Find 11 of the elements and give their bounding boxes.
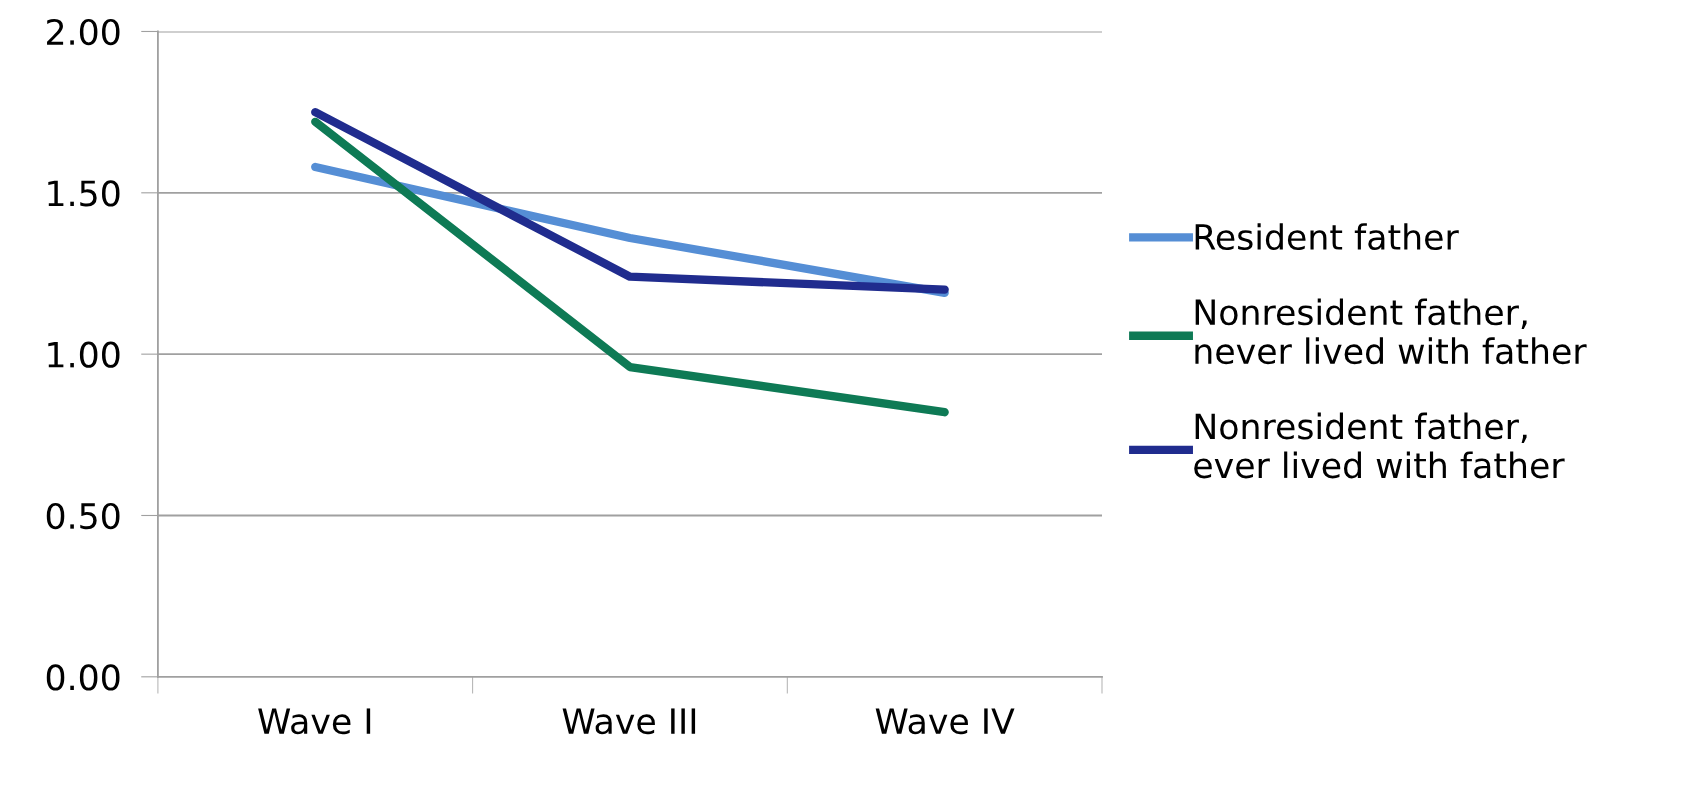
y-tick-label: 1.00 [48, 341, 120, 368]
legend-label: Resident father [1195, 223, 1459, 251]
x-tick-label: Wave I [258, 708, 371, 735]
legend-label: Nonresident father, ever lived with father [1194, 412, 1565, 479]
y-tick-label: 1.50 [48, 180, 120, 207]
x-tick-label: Wave III [562, 708, 696, 735]
y-tick-label: 0.00 [46, 664, 120, 691]
y-tick-label: 2.00 [47, 18, 120, 46]
legend-label: Nonresident father, never lived with father [1195, 298, 1587, 365]
y-tick-label: 0.50 [46, 502, 120, 530]
x-tick-label: Wave IV [875, 708, 1015, 735]
